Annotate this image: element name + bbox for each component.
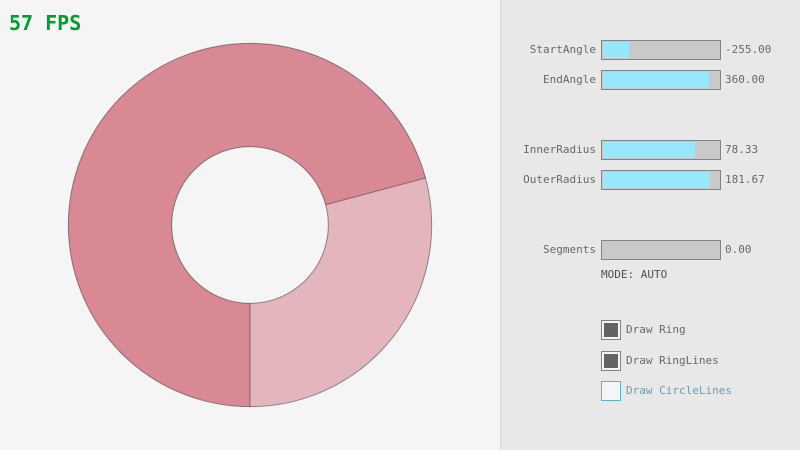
checkbox-row-draw-ringlines: Draw RingLines <box>601 351 800 371</box>
draw-circlelines-label: Draw CircleLines <box>626 384 732 397</box>
startangle-slider-fill <box>603 42 629 58</box>
draw-ringlines-label: Draw RingLines <box>626 354 719 367</box>
checkbox-row-draw-ring: Draw Ring <box>601 320 800 340</box>
innerradius-slider-fill <box>603 142 696 158</box>
slider-row-endangle: EndAngle 360.00 <box>501 70 800 90</box>
draw-ringlines-checkbox[interactable] <box>601 351 621 371</box>
ring-outer-line <box>67 42 433 408</box>
endangle-slider-fill <box>603 72 710 88</box>
slider-row-startangle: StartAngle -255.00 <box>501 40 800 60</box>
control-panel: StartAngle -255.00 EndAngle 360.00 Inner… <box>500 0 800 450</box>
segments-sliderbar[interactable] <box>601 240 721 260</box>
draw-ring-checkbox[interactable] <box>601 320 621 340</box>
fps-counter: 57 FPS <box>9 11 82 35</box>
draw-ring-label: Draw Ring <box>626 323 686 336</box>
outerradius-label: OuterRadius <box>523 173 596 186</box>
slider-row-outerradius: OuterRadius 181.67 <box>501 170 800 190</box>
ring-inner-line <box>171 146 329 304</box>
ring-lines <box>67 42 433 408</box>
endangle-value: 360.00 <box>725 73 765 86</box>
ring-sector-double-pass <box>68 43 426 407</box>
endangle-label: EndAngle <box>543 73 596 86</box>
innerradius-label: InnerRadius <box>523 143 596 156</box>
draw-circlelines-checkbox[interactable] <box>601 381 621 401</box>
ring-sector-single-pass <box>250 177 432 407</box>
outerradius-value: 181.67 <box>725 173 765 186</box>
slider-row-segments: Segments 0.00 <box>501 240 800 260</box>
segments-label: Segments <box>543 243 596 256</box>
startangle-value: -255.00 <box>725 43 772 56</box>
endangle-sliderbar[interactable] <box>601 70 721 90</box>
startangle-sliderbar[interactable] <box>601 40 721 60</box>
checkbox-row-draw-circlelines: Draw CircleLines <box>601 381 800 401</box>
innerradius-sliderbar[interactable] <box>601 140 721 160</box>
slider-row-innerradius: InnerRadius 78.33 <box>501 140 800 160</box>
checkmark-square <box>604 354 618 368</box>
segments-value: 0.00 <box>725 243 752 256</box>
mode-status-text: MODE: AUTO <box>601 268 668 281</box>
innerradius-value: 78.33 <box>725 143 759 156</box>
outerradius-slider-fill <box>603 172 711 188</box>
ring-canvas <box>67 42 433 408</box>
outerradius-sliderbar[interactable] <box>601 170 721 190</box>
startangle-label: StartAngle <box>529 43 596 56</box>
ring-start-angle-line <box>325 177 426 206</box>
checkmark-square <box>604 323 618 337</box>
